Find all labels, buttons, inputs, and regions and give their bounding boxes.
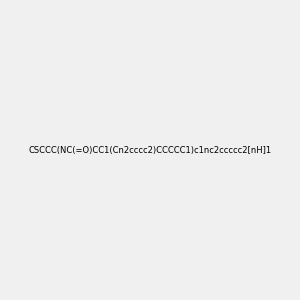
Text: CSCCC(NC(=O)CC1(Cn2cccc2)CCCCC1)c1nc2ccccc2[nH]1: CSCCC(NC(=O)CC1(Cn2cccc2)CCCCC1)c1nc2ccc…	[28, 146, 272, 154]
